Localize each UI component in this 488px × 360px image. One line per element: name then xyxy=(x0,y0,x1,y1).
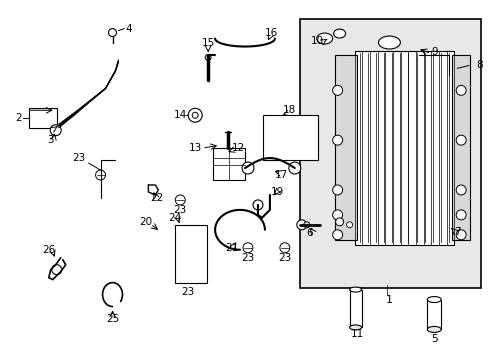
Text: 5: 5 xyxy=(430,334,437,345)
Circle shape xyxy=(252,200,263,210)
Text: 12: 12 xyxy=(231,143,244,153)
Text: 10: 10 xyxy=(310,36,324,46)
Text: 2: 2 xyxy=(16,113,22,123)
Circle shape xyxy=(455,85,465,95)
Ellipse shape xyxy=(427,327,440,332)
Circle shape xyxy=(288,162,300,174)
Text: 18: 18 xyxy=(283,105,296,115)
Circle shape xyxy=(455,135,465,145)
Text: 23: 23 xyxy=(278,253,291,263)
Circle shape xyxy=(346,222,352,228)
Circle shape xyxy=(108,28,116,37)
Circle shape xyxy=(95,170,105,180)
Bar xyxy=(349,289,361,328)
Text: 21: 21 xyxy=(225,243,238,253)
Text: 11: 11 xyxy=(350,329,364,339)
Text: 4: 4 xyxy=(125,24,131,33)
Text: 26: 26 xyxy=(42,245,55,255)
Bar xyxy=(354,50,453,245)
Text: 9: 9 xyxy=(430,48,437,58)
Circle shape xyxy=(455,185,465,195)
Text: 24: 24 xyxy=(168,213,182,223)
Circle shape xyxy=(279,243,289,253)
Text: 23: 23 xyxy=(173,205,186,215)
Text: 20: 20 xyxy=(139,217,152,227)
Ellipse shape xyxy=(427,297,440,302)
Circle shape xyxy=(335,218,343,226)
Circle shape xyxy=(332,135,342,145)
Bar xyxy=(427,300,440,329)
Circle shape xyxy=(175,195,185,205)
Text: 14: 14 xyxy=(173,110,186,120)
Ellipse shape xyxy=(349,287,361,292)
Text: 23: 23 xyxy=(72,153,85,163)
Circle shape xyxy=(303,222,309,228)
Text: 17: 17 xyxy=(275,170,288,180)
Circle shape xyxy=(332,185,342,195)
Circle shape xyxy=(188,108,202,122)
Circle shape xyxy=(455,210,465,220)
Ellipse shape xyxy=(349,325,361,330)
Bar xyxy=(213,148,244,180)
Text: 3: 3 xyxy=(47,135,54,145)
Circle shape xyxy=(332,85,342,95)
Circle shape xyxy=(455,230,465,240)
Text: 15: 15 xyxy=(201,37,214,48)
Circle shape xyxy=(205,54,211,60)
Text: 13: 13 xyxy=(188,143,202,153)
Circle shape xyxy=(332,210,342,220)
Text: 6: 6 xyxy=(306,228,312,238)
Ellipse shape xyxy=(333,29,345,38)
Text: 16: 16 xyxy=(264,28,278,37)
Circle shape xyxy=(192,112,198,118)
Text: 25: 25 xyxy=(106,314,119,324)
Circle shape xyxy=(332,230,342,240)
Circle shape xyxy=(243,243,252,253)
Text: 22: 22 xyxy=(150,193,163,203)
Bar xyxy=(299,19,480,288)
Text: 19: 19 xyxy=(271,187,284,197)
Circle shape xyxy=(242,162,253,174)
Circle shape xyxy=(296,220,306,230)
Ellipse shape xyxy=(316,33,332,44)
Ellipse shape xyxy=(378,36,400,49)
Bar xyxy=(451,55,469,240)
Text: 23: 23 xyxy=(241,253,254,263)
Bar xyxy=(334,55,356,240)
Text: 1: 1 xyxy=(385,294,392,305)
Bar xyxy=(29,108,57,128)
Bar xyxy=(175,225,207,283)
Text: 7: 7 xyxy=(453,227,460,237)
Circle shape xyxy=(50,125,61,136)
Text: 23: 23 xyxy=(181,287,194,297)
Text: 8: 8 xyxy=(475,60,482,71)
Bar xyxy=(263,115,317,160)
